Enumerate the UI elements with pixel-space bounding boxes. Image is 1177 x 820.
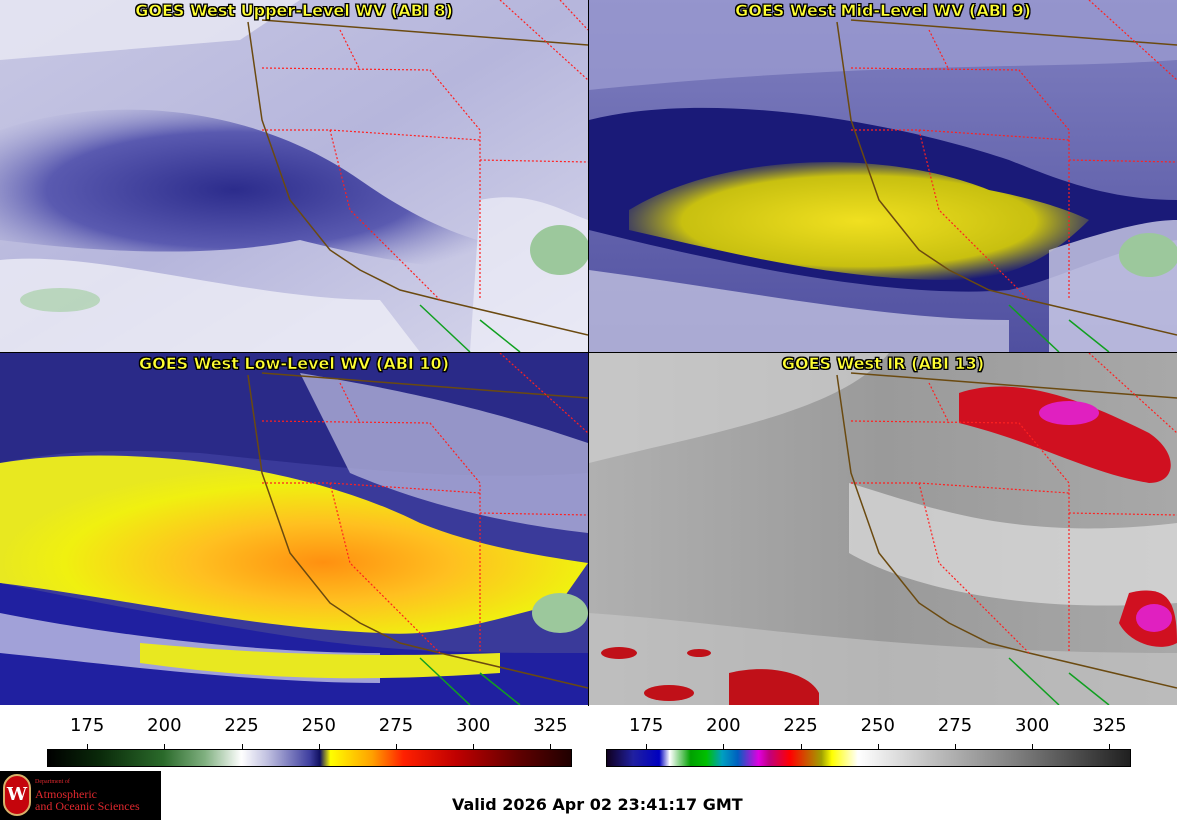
logo-line2: and Oceanic Sciences (35, 799, 140, 813)
colorbar-tick (473, 744, 475, 750)
colorbar-tick-label: 325 (533, 715, 568, 736)
aos-logo: W Department of Atmospheric and Oceanic … (0, 771, 161, 820)
colorbar-tick-label: 275 (937, 715, 973, 736)
mid-level-wv-panel: GOES West Mid-Level WV (ABI 9) (589, 0, 1177, 352)
ir-panel: GOES West IR (ABI 13) (589, 353, 1177, 705)
mid-level-wv-image (589, 0, 1177, 352)
colorbar-tick-label: 250 (860, 715, 895, 736)
colorbar-tick-label: 225 (783, 715, 818, 736)
colorbar-tick-label: 275 (378, 715, 414, 736)
upper-level-wv-image (0, 0, 588, 352)
panel-title: GOES West Low-Level WV (ABI 10) (138, 354, 450, 374)
logo-line1: Atmospheric (35, 787, 97, 801)
colorbar-tick (954, 744, 956, 750)
logo-dept: Department of (35, 779, 70, 785)
low-level-wv-image (0, 353, 588, 705)
colorbar-tick (241, 744, 243, 750)
wv-colorbar: 175 200 225 250 275 300 325 (47, 715, 572, 771)
wv-colorbar-gradient (47, 749, 572, 767)
colorbar-tick (87, 744, 89, 750)
ir-image (589, 353, 1177, 705)
colorbar-tick (800, 744, 802, 750)
uw-seal-icon: W (3, 774, 31, 816)
panel-title: GOES West IR (ABI 13) (781, 354, 985, 374)
colorbar-tick (164, 744, 166, 750)
colorbar-tick (877, 744, 879, 750)
colorbar-tick-label: 175 (69, 715, 105, 736)
colorbar-tick-label: 200 (147, 715, 182, 736)
ir-colorbar: 175 200 225 250 275 300 325 (606, 715, 1131, 771)
colorbar-tick (1109, 744, 1111, 750)
panel-divider-horizontal (0, 352, 1177, 353)
valid-time: Valid 2026 Apr 02 23:41:17 GMT (452, 795, 743, 814)
colorbar-tick (646, 744, 648, 750)
colorbar-tick (550, 744, 552, 750)
upper-level-wv-panel: GOES West Upper-Level WV (ABI 8) (0, 0, 588, 352)
colorbar-tick-label: 250 (301, 715, 336, 736)
colorbar-tick-label: 200 (706, 715, 741, 736)
colorbar-tick (1032, 744, 1034, 750)
colorbar-tick (723, 744, 725, 750)
low-level-wv-panel: GOES West Low-Level WV (ABI 10) (0, 353, 588, 705)
colorbar-tick (395, 744, 397, 750)
colorbar-tick-label: 325 (1092, 715, 1127, 736)
panel-divider-vertical (588, 0, 589, 706)
panel-title: GOES West Mid-Level WV (ABI 9) (735, 1, 1031, 21)
colorbar-tick-label: 300 (455, 715, 491, 736)
colorbar-tick-label: 225 (224, 715, 259, 736)
colorbar-tick-label: 175 (628, 715, 664, 736)
panel-title: GOES West Upper-Level WV (ABI 8) (135, 1, 453, 21)
colorbar-tick (318, 744, 320, 750)
ir-colorbar-gradient (606, 749, 1131, 767)
colorbar-tick-label: 300 (1014, 715, 1050, 736)
